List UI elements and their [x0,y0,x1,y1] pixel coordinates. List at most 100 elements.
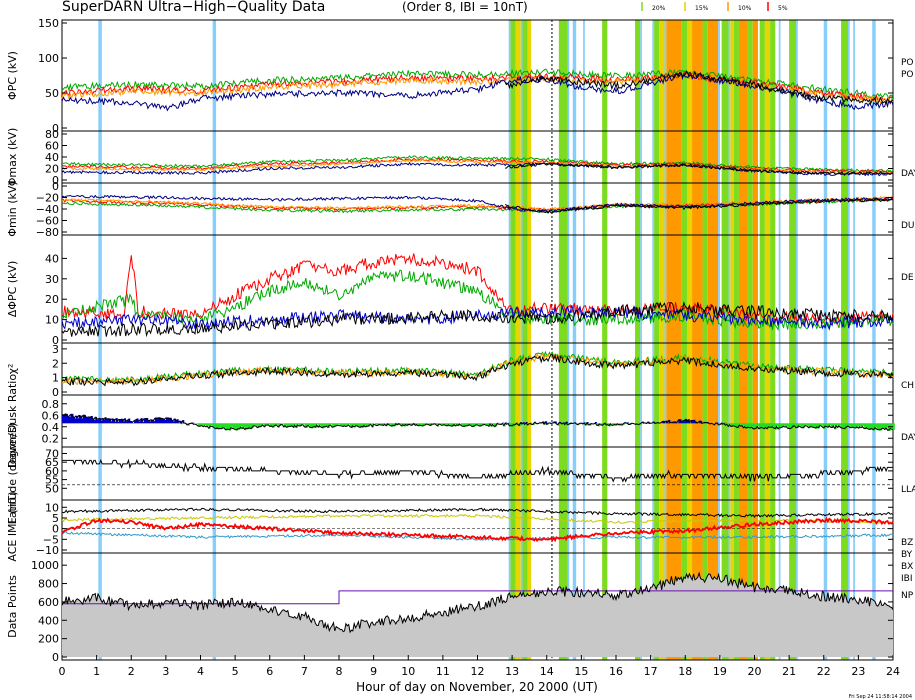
ratio-fill [381,423,384,425]
ratio-fill [347,423,350,426]
x-tick-label: 1 [93,665,100,678]
ratio-fill [607,423,610,426]
ratio-fill [736,423,739,428]
blue-band [718,20,720,660]
right-label: BX [901,562,913,572]
ratio-fill [807,423,809,426]
ratio-fill [492,423,495,424]
y-tick-label: 40 [45,151,59,164]
ratio-fill [542,421,545,424]
panel-data-points: 0 200 400 600 800 1000 Data Points NP [6,552,914,664]
ratio-fill [683,420,686,424]
y-tick-label: 150 [38,17,59,30]
y-axis-label: χ² [6,364,19,375]
ratio-fill [672,422,675,424]
ratio-fill [302,423,305,424]
ratio-fill [872,423,875,430]
ratio-fill [247,423,250,430]
ratio-fill [866,423,869,428]
ratio-fill [340,423,343,426]
ratio-fill [517,423,520,425]
ratio-fill [311,423,314,429]
yellow-band [730,20,734,660]
ratio-fill [242,423,244,429]
ratio-fill [865,423,868,430]
ratio-fill [733,423,736,427]
ratio-fill [809,423,812,427]
y-tick-label: 400 [38,614,59,627]
ratio-fill [82,414,85,424]
ratio-fill [240,423,243,427]
ratio-fill [787,423,790,429]
ratio-fill [217,423,219,428]
y-tick-label: 0.8 [42,398,60,411]
green-band [770,20,776,660]
right-label: DAY [901,433,915,443]
y-tick-label: 40 [45,252,59,265]
ratio-fill [147,420,150,424]
ratio-fill [71,413,74,424]
ratio-fill [308,423,311,426]
series-line [61,71,894,112]
x-tick-label: 8 [336,665,343,678]
right-label: PO [901,70,914,80]
legend-label: 10% [738,5,752,12]
panel-chi-squared: 01 23 χ² CH [6,342,914,399]
series-line [61,72,894,106]
legend-label: 20% [652,5,666,12]
ratio-fill [146,417,149,424]
y-tick-label: 10 [45,314,59,327]
ratio-fill [390,423,393,426]
ratio-fill [67,415,70,424]
ratio-fill [837,423,840,428]
ratio-fill [402,423,405,425]
ratio-fill [243,423,246,428]
ratio-fill [196,423,199,424]
ratio-fill [251,423,254,429]
ratio-fill [848,423,851,426]
blue-band [583,20,585,660]
green-band [681,20,687,660]
ratio-fill [305,423,308,428]
ratio-fill [444,423,447,425]
ratio-fill [323,423,326,427]
ratio-fill [393,423,395,426]
ratio-fill [81,418,84,424]
y-tick-label: 20 [45,293,59,306]
ratio-fill [772,423,775,427]
ratio-fill [320,423,323,428]
ratio-fill [337,423,340,425]
ratio-fill [886,423,888,428]
x-tick-label: 18 [678,665,692,678]
ratio-fill [215,423,218,430]
blue-band [212,20,217,660]
ratio-fill [200,423,203,426]
ratio-fill [145,418,147,424]
ratio-fill [442,423,445,426]
ratio-fill [300,423,303,427]
yellow-band [515,20,521,660]
ratio-fill [150,419,153,424]
ratio-fill [794,423,797,426]
ratio-fill [563,422,566,424]
ratio-fill [800,423,802,427]
series-line [504,70,894,105]
ratio-fill [496,422,499,424]
ratio-fill [690,419,693,424]
ratio-fill [801,423,804,428]
ratio-fill [409,423,412,425]
ratio-fill [746,423,748,429]
ratio-fill [789,423,791,430]
ratio-fill [545,421,548,424]
ratio-fill [341,423,344,426]
blue-band [572,20,577,660]
ratio-fill [462,423,465,427]
ratio-fill [451,423,453,427]
x-tick-label: 13 [505,665,519,678]
right-label: PO [901,58,914,68]
ratio-fill [84,414,86,424]
ratio-fill [661,421,664,424]
ratio-fill [780,423,783,428]
ratio-fill [879,423,881,431]
right-label: NP [901,591,914,601]
